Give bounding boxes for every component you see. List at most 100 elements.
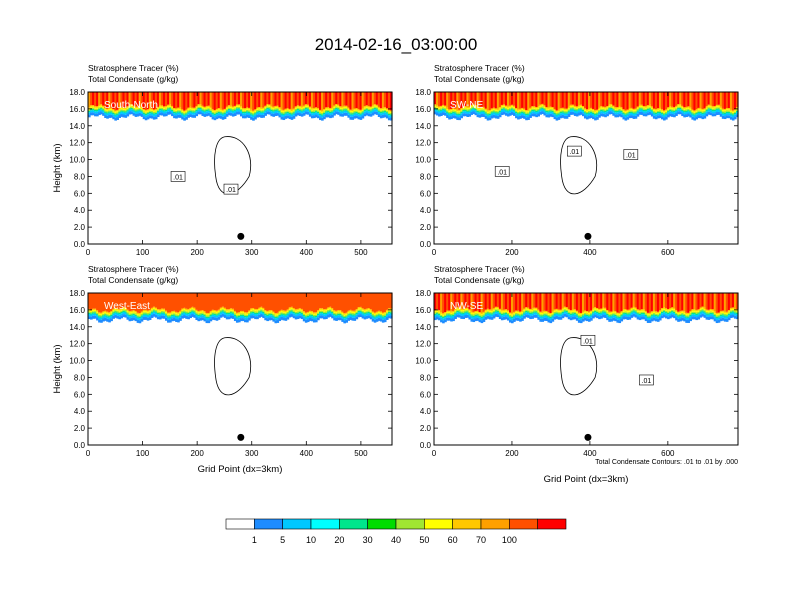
tracer-band [537,113,540,117]
tracer-band [541,318,545,322]
tracer-band [337,108,340,110]
tracer-band [537,107,540,109]
tracer-band [685,106,688,109]
tracer-strat [122,293,126,307]
tracer-band [286,313,290,315]
tracer-band [308,107,312,110]
tracer-band [638,315,642,318]
tracer-band [502,313,506,315]
tracer-band [144,314,148,317]
tracer-band [521,310,524,313]
tracer-band [622,309,626,311]
tracer-band [596,113,599,115]
tracer-band [90,313,93,315]
tracer-band [610,106,613,108]
tracer-strat [725,92,729,108]
tracer-band [365,311,369,313]
plot-frame [87,91,393,245]
tracer-band [729,114,733,117]
tracer-band [452,313,455,315]
tracer-band [440,313,443,315]
tracer-band [460,113,463,116]
tracer-band [262,312,265,316]
tracer-band [146,317,150,321]
tracer-band [122,306,126,309]
tracer-strat [557,92,561,110]
tracer-band [150,109,154,111]
tracer-band [156,314,160,317]
tracer-band [268,111,271,115]
tracer-band [671,111,674,114]
tracer-band [517,310,520,313]
tracer-band [337,104,340,106]
tracer-band [112,312,115,314]
tracer-band [242,108,245,110]
tracer-strat [252,92,255,111]
tracer-band [225,107,229,110]
tracer-band [270,310,274,312]
tracer-strat [209,293,213,312]
tracer-band [122,107,126,109]
tracer-band [618,314,622,316]
tracer-band [663,114,666,116]
plot-frame [433,292,739,446]
tracer-band [545,114,549,118]
tracer-band [290,116,294,120]
tracer-band [484,310,488,313]
tracer-band [695,309,699,312]
tracer-strat [252,293,255,309]
tracer-band [478,319,482,323]
tracer-band [448,310,451,312]
tracer-strat [156,293,160,310]
tracer-band [160,309,164,311]
tracer-band [567,111,571,114]
tracer-band [638,108,642,110]
tracer-band [314,317,318,320]
tracer-strat [478,92,482,108]
tracer-band [199,311,203,314]
tracer-band [466,308,470,311]
tracer-band [614,107,617,109]
tracer-band [454,112,457,114]
tracer-band [154,114,158,117]
tracer-band [213,115,217,118]
tracer-band [389,111,393,113]
tracer-strat [88,293,91,309]
tracer-band [482,319,486,322]
x-tick-label: 0 [86,449,91,458]
tracer-band [213,312,217,314]
tracer-band [553,112,557,115]
tracer-band [476,110,480,113]
tracer-strat [504,92,508,106]
tracer-band [559,115,563,119]
tracer-strat [138,92,142,106]
tracer-band [713,311,717,313]
tracer-band [181,312,184,314]
tracer-strat [567,293,571,310]
tracer-band [545,318,549,321]
tracer-band [480,320,484,324]
tracer-strat [527,92,530,110]
tracer-band [654,116,658,120]
tracer-strat [624,92,628,111]
tracer-band [327,308,330,310]
tracer-band [701,313,705,317]
tracer-strat [729,293,733,308]
tracer-band [110,312,113,314]
tracer-band [517,313,520,315]
tracer-strat [618,92,622,107]
tracer-band [286,109,290,111]
tracer-band [444,312,447,314]
tracer-band [181,110,184,112]
tracer-band [345,312,349,314]
tracer-strat [294,92,298,107]
tracer-band [280,111,284,114]
tracer-band [122,108,126,110]
tracer-band [302,106,306,109]
tracer-band [171,113,174,117]
tracer-band [725,318,729,322]
tracer-band [529,109,532,111]
tracer-band [703,314,707,318]
tracer-band [561,310,565,312]
tracer-band [699,311,703,313]
